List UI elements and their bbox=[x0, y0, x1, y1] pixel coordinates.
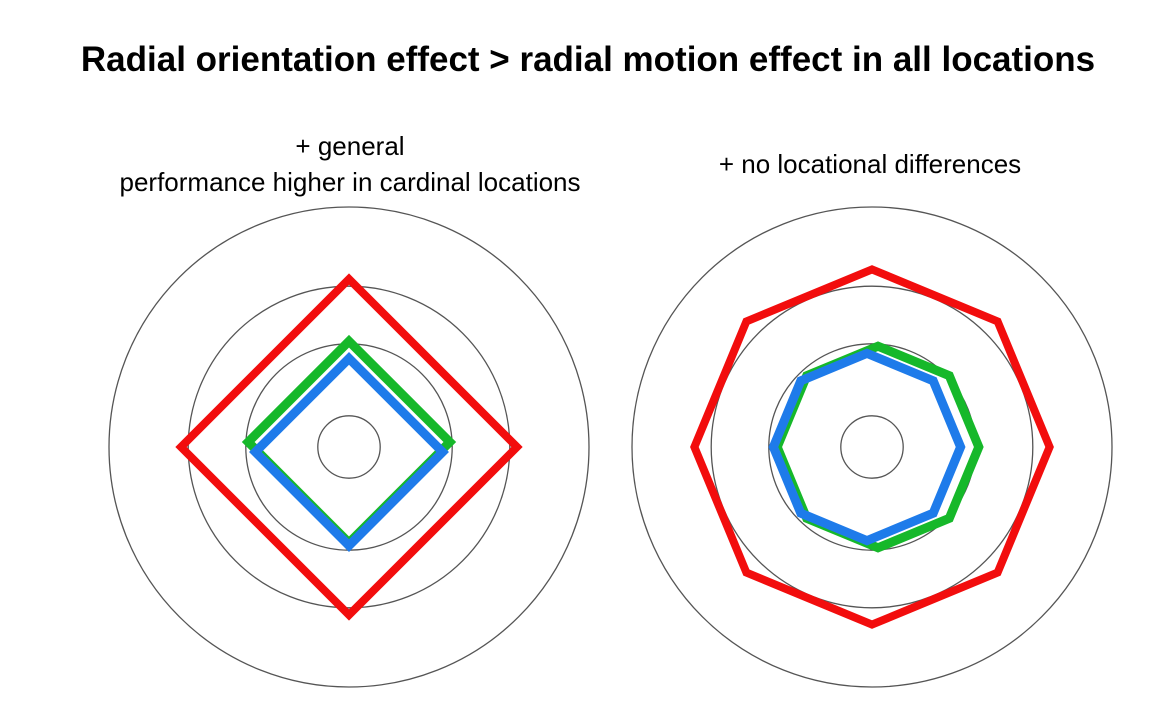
left-caption-line-1: + general bbox=[295, 131, 405, 161]
left-ring-1 bbox=[317, 415, 381, 479]
page-title: Radial orientation effect > radial motio… bbox=[80, 40, 1096, 79]
left-ring-4 bbox=[108, 206, 590, 688]
right-caption-line-1: + no locational differences bbox=[718, 149, 1022, 179]
left-panel-caption: + general performance higher in cardinal… bbox=[60, 128, 640, 200]
right-panel-caption: + no locational differences bbox=[640, 146, 1100, 182]
left-caption-line-2: performance higher in cardinal locations bbox=[119, 167, 581, 197]
left-ring-3 bbox=[187, 285, 511, 609]
right-ring-3 bbox=[710, 285, 1034, 609]
right-red-series bbox=[690, 265, 1054, 629]
right-ring-4 bbox=[631, 206, 1113, 688]
right-ring-1 bbox=[840, 415, 904, 479]
left-red-series bbox=[175, 273, 523, 621]
left-blue-series bbox=[249, 352, 449, 552]
right-blue-series bbox=[768, 348, 966, 546]
